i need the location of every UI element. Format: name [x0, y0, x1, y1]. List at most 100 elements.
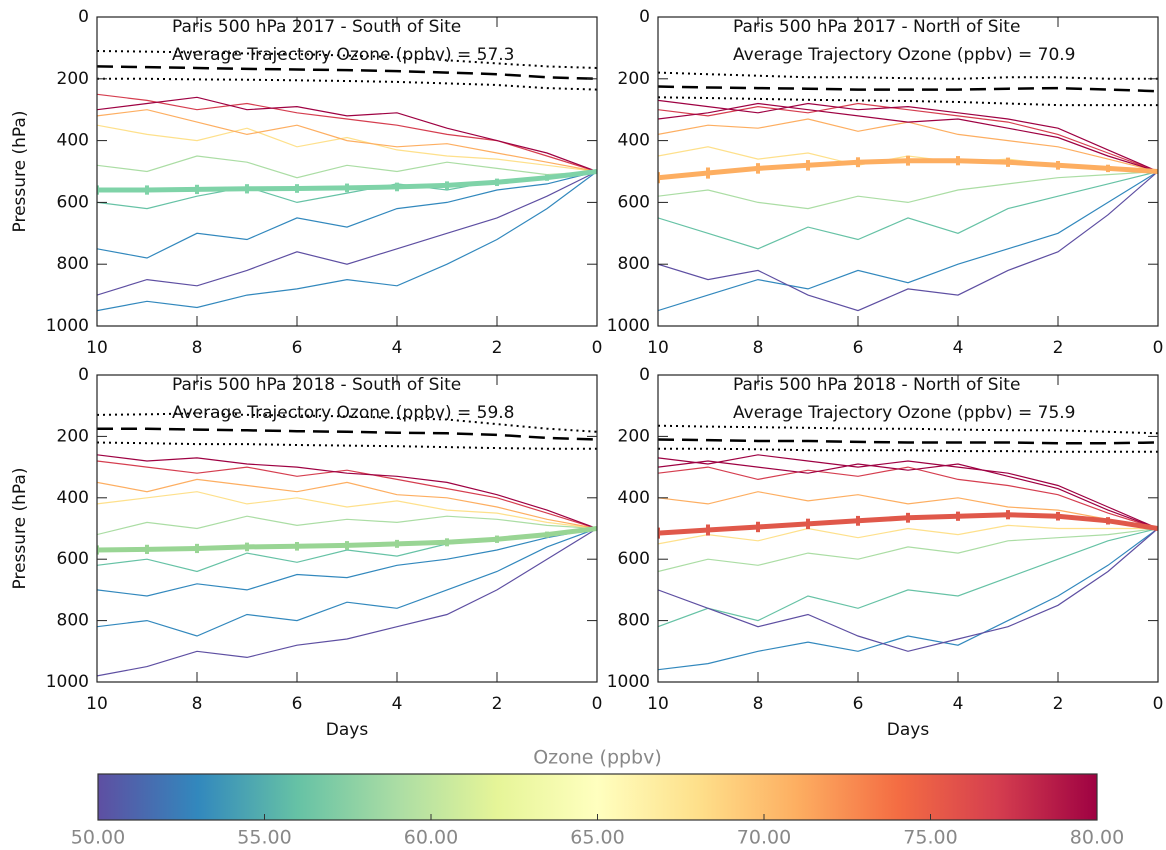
- x-tick-label: 0: [1153, 338, 1164, 358]
- trajectory: [97, 460, 597, 530]
- y-tick-label: 200: [618, 69, 650, 89]
- colorbar: Ozone (ppbv) 50.00 55.00 60.00 65.00 70.00 75.…: [71, 747, 1124, 849]
- colorbar-title: Ozone (ppbv): [533, 747, 662, 769]
- trajectory: [658, 527, 1158, 628]
- lines: [658, 71, 1158, 312]
- x-tick-label: 0: [592, 694, 603, 714]
- trajectory: [97, 124, 597, 173]
- dotted-line: [658, 96, 1158, 107]
- y-tick-label: 200: [57, 69, 89, 89]
- lines: [97, 50, 597, 312]
- x-tick-label: 6: [853, 694, 864, 714]
- panel-title: Paris 500 hPa 2018 - North of Site: [733, 375, 1020, 395]
- plot-frame: [96, 374, 598, 683]
- trajectory: [658, 170, 1158, 210]
- panel-title: Paris 500 hPa 2018 - South of Site: [172, 375, 461, 395]
- colorbar-tick-label: 50.00: [71, 827, 125, 849]
- dashed-line: [97, 65, 597, 81]
- y-tick-label: 1000: [46, 316, 89, 336]
- x-tick-label: 2: [492, 694, 503, 714]
- x-tick-label: 4: [392, 338, 403, 358]
- y-tick-label: 400: [57, 488, 89, 508]
- trajectory: [658, 99, 1158, 173]
- x-tick-label: 10: [86, 338, 108, 358]
- panel-subtitle: Average Trajectory Ozone (ppbv) = 57.3: [172, 45, 515, 65]
- trajectory: [97, 171, 597, 312]
- trajectory: [97, 527, 597, 677]
- y-tick-label: 1000: [46, 672, 89, 692]
- trajectory: [97, 155, 597, 179]
- trajectory: [97, 96, 597, 173]
- y-tick-label: 0: [78, 365, 89, 385]
- y-tick-label: 0: [639, 7, 650, 27]
- y-tick-label: 0: [639, 365, 650, 385]
- y-tick-label: 0: [78, 7, 89, 27]
- trajectory: [658, 454, 1158, 530]
- trajectory: [97, 170, 597, 259]
- x-tick-label: 4: [392, 694, 403, 714]
- trajectory: [658, 528, 1158, 652]
- x-axis-label: Days: [326, 720, 369, 740]
- y-tick-label: 600: [618, 549, 650, 569]
- plot-frame: [657, 16, 1159, 327]
- trajectory: [658, 170, 1158, 250]
- y-tick-label: 400: [57, 131, 89, 151]
- x-tick-label: 2: [1053, 694, 1064, 714]
- trajectory: [658, 102, 1158, 173]
- x-tick-label: 2: [1053, 338, 1064, 358]
- y-tick-label: 800: [618, 611, 650, 631]
- x-tick-label: 6: [292, 338, 303, 358]
- x-tick-label: 8: [192, 338, 203, 358]
- plot-frame: [96, 16, 598, 327]
- colorbar-tick-label: 55.00: [237, 827, 291, 849]
- y-tick-label: 600: [57, 549, 89, 569]
- dashed-line: [658, 85, 1158, 93]
- y-tick-label: 400: [618, 488, 650, 508]
- trajectory: [658, 171, 1158, 312]
- x-tick-label: 4: [953, 694, 964, 714]
- x-tick-label: 6: [853, 338, 864, 358]
- x-tick-label: 8: [753, 694, 764, 714]
- trajectory: [658, 524, 1158, 545]
- y-axis-label: Pressure (hPa): [10, 468, 30, 590]
- panel-subtitle: Average Trajectory Ozone (ppbv) = 70.9: [733, 45, 1076, 65]
- trajectory: [97, 527, 597, 597]
- x-tick-label: 4: [953, 338, 964, 358]
- trajectory: [97, 527, 597, 637]
- panel-title: Paris 500 hPa 2017 - South of Site: [172, 17, 461, 37]
- colorbar-tick-label: 60.00: [404, 827, 458, 849]
- x-tick-label: 6: [292, 694, 303, 714]
- panel-subtitle: Average Trajectory Ozone (ppbv) = 75.9: [733, 403, 1076, 423]
- dotted-line: [658, 447, 1158, 453]
- y-tick-label: 400: [618, 131, 650, 151]
- y-tick-label: 800: [57, 611, 89, 631]
- trajectory: [658, 491, 1158, 530]
- trajectory: [658, 460, 1158, 530]
- panel-subtitle: Average Trajectory Ozone (ppbv) = 59.8: [172, 403, 515, 423]
- x-tick-label: 10: [647, 338, 669, 358]
- trajectory: [658, 466, 1158, 530]
- trajectory: [97, 515, 597, 536]
- dashed-line: [97, 427, 597, 441]
- colorbar-tick-label: 75.00: [903, 827, 957, 849]
- y-tick-label: 1000: [607, 672, 650, 692]
- x-axis-label: Days: [887, 720, 930, 740]
- x-tick-label: 10: [647, 694, 669, 714]
- colorbar-fill: [97, 773, 1098, 821]
- panel-title: Paris 500 hPa 2017 - North of Site: [733, 17, 1020, 37]
- x-tick-label: 8: [192, 694, 203, 714]
- trajectory: [97, 491, 597, 530]
- dotted-line: [658, 71, 1158, 80]
- lines: [658, 424, 1158, 671]
- x-tick-label: 0: [1153, 694, 1164, 714]
- trajectory: [97, 170, 597, 296]
- trajectory: [97, 93, 597, 173]
- colorbar-tick-label: 80.00: [1070, 827, 1124, 849]
- trajectory: [658, 102, 1158, 173]
